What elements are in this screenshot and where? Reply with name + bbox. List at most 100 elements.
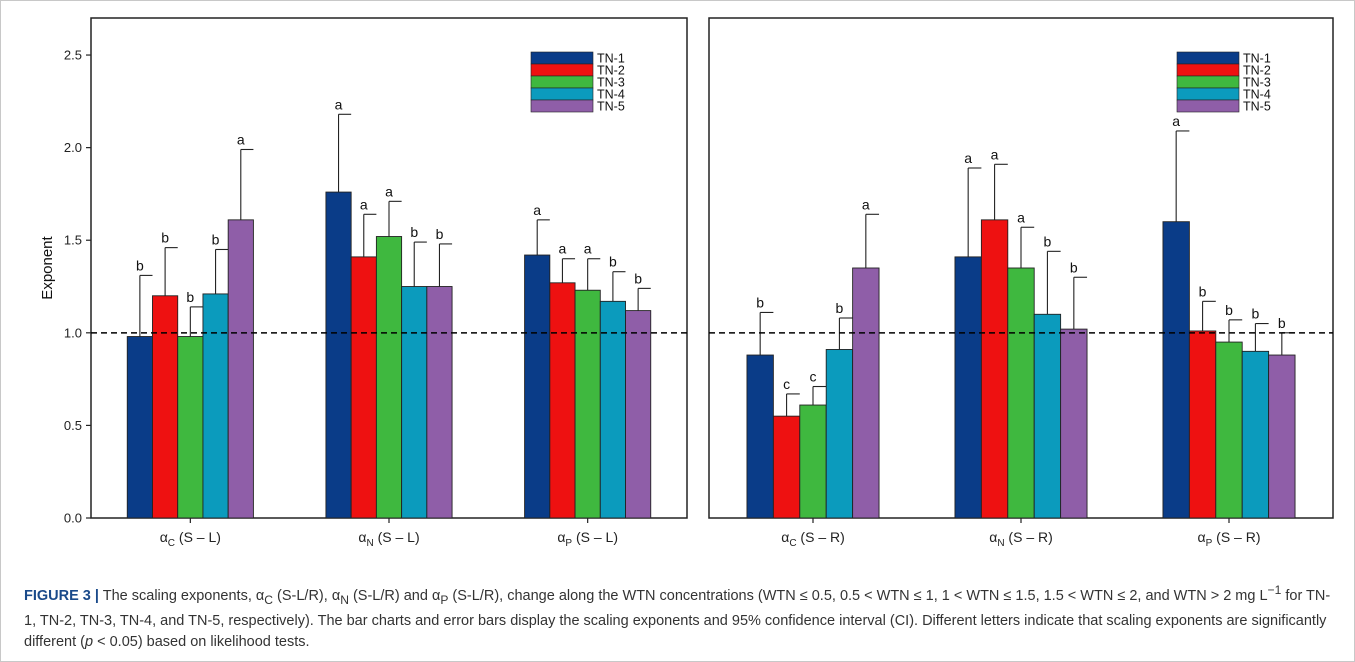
legend-label: TN-4 <box>1243 88 1271 102</box>
bar-tn-5-2 <box>1268 354 1296 519</box>
bar-tn-5-1 <box>1060 328 1088 519</box>
bar-tn-1-2 <box>1162 221 1190 519</box>
significance-letter: a <box>862 196 870 212</box>
y-tick-label: 0.0 <box>64 511 82 526</box>
significance-letter: b <box>1070 259 1078 275</box>
y-tick-label: 2.5 <box>64 48 82 63</box>
y-axis-label: Exponent <box>39 235 56 299</box>
legend-label: TN-5 <box>1243 100 1271 114</box>
x-tick-label-sub: N <box>997 538 1004 549</box>
caption-segment: (S-L/R), change along the WTN concentrat… <box>448 587 1268 604</box>
significance-letter: b <box>1252 306 1260 322</box>
x-tick-label-suffix: (S – L) <box>175 529 221 545</box>
significance-letter: b <box>1225 302 1233 318</box>
significance-letter: b <box>634 270 642 286</box>
significance-letter: a <box>385 183 393 199</box>
significance-letter: b <box>1044 233 1052 249</box>
caption-segment: (S-L/R) and α <box>348 587 441 604</box>
x-tick-label: αP (S – L) <box>557 529 618 549</box>
legend-label: TN-2 <box>1243 64 1271 78</box>
x-tick-label-suffix: (S – R) <box>1212 529 1260 545</box>
caption-segment: (S-L/R), α <box>273 587 341 604</box>
x-tick-label-sub: P <box>565 538 572 549</box>
bar-tn-2-2 <box>1188 330 1217 519</box>
bar-tn-5-0 <box>227 219 254 519</box>
significance-letter: a <box>1172 113 1180 129</box>
significance-letter: a <box>533 202 541 218</box>
significance-letter: b <box>136 257 144 273</box>
x-tick-label: αC (S – R) <box>781 529 845 549</box>
bar-tn-5-1 <box>426 286 453 519</box>
bar-tn-1-2 <box>524 254 551 519</box>
legend-label: TN-1 <box>1243 52 1271 66</box>
legend-label: TN-1 <box>597 52 625 66</box>
significance-letter: b <box>161 230 169 246</box>
caption-segment: < 0.05) based on likelihood tests. <box>93 633 310 650</box>
y-tick-label: 0.5 <box>64 418 82 433</box>
significance-letter: b <box>436 226 444 242</box>
significance-letter: a <box>237 131 245 147</box>
bar-tn-3-1 <box>1007 267 1035 519</box>
significance-letter: c <box>810 369 817 385</box>
x-tick-label-sub: C <box>168 538 175 549</box>
caption-segment: C <box>264 592 274 607</box>
x-tick-label-suffix: (S – R) <box>1005 529 1053 545</box>
x-tick-label-base: α <box>1198 529 1206 545</box>
caption-segment: P <box>440 592 449 607</box>
x-tick-label-base: α <box>160 529 168 545</box>
bar-tn-3-2 <box>1215 341 1243 519</box>
x-tick-label-base: α <box>781 529 789 545</box>
x-tick-label-suffix: (S – L) <box>572 529 618 545</box>
caption-text: The scaling exponents, αC (S-L/R), αN (S… <box>24 583 1331 650</box>
x-tick-label-suffix: (S – R) <box>797 529 845 545</box>
bar-tn-1-1 <box>954 256 982 519</box>
x-tick-label-sub: P <box>1206 538 1213 549</box>
bar-tn-4-0 <box>202 293 229 519</box>
x-tick-label-base: α <box>358 529 366 545</box>
bar-tn-2-0 <box>772 415 801 519</box>
caption-segment: The scaling exponents, α <box>98 587 265 604</box>
figure-caption: FIGURE 3 | The scaling exponents, αC (S-… <box>24 580 1334 653</box>
legend-label: TN-3 <box>1243 76 1271 90</box>
x-tick-label: αP (S – R) <box>1198 529 1261 549</box>
significance-letter: b <box>212 231 220 247</box>
bar-tn-5-2 <box>625 310 652 519</box>
x-tick-label-sub: N <box>366 538 373 549</box>
y-tick-label: 2.0 <box>64 140 82 155</box>
caption-segment: p <box>85 633 94 650</box>
significance-letter: a <box>335 96 343 112</box>
legend-label: TN-2 <box>597 64 625 78</box>
bar-tn-1-1 <box>325 191 352 519</box>
legend-label: TN-3 <box>597 76 625 90</box>
bar-tn-2-1 <box>980 219 1009 519</box>
bar-tn-4-1 <box>401 286 428 519</box>
significance-letter: a <box>584 241 592 257</box>
caption-segment: for TN-1, TN-2, TN-3, TN-4, and TN-5, re… <box>24 587 1331 650</box>
significance-letter: c <box>783 376 790 392</box>
caption-label: FIGURE 3 | <box>24 587 99 604</box>
bar-tn-4-2 <box>599 300 626 519</box>
x-tick-label-base: α <box>989 529 997 545</box>
significance-letter: b <box>186 289 194 305</box>
caption-segment: −1 <box>1267 583 1282 597</box>
legend-label: TN-4 <box>597 88 625 102</box>
y-tick-label: 1.5 <box>64 233 82 248</box>
caption-segment: N <box>340 592 349 607</box>
significance-letter: a <box>1017 209 1025 225</box>
significance-letter: a <box>964 150 972 166</box>
significance-letter: a <box>991 146 999 162</box>
x-tick-label: αC (S – L) <box>160 529 221 549</box>
significance-letter: b <box>410 224 418 240</box>
legend-label: TN-5 <box>597 100 625 114</box>
x-tick-label: αN (S – R) <box>989 529 1053 549</box>
significance-letter: b <box>1199 283 1207 299</box>
significance-letter: b <box>609 254 617 270</box>
significance-letter: b <box>1278 315 1286 331</box>
legend-swatch-tn-5 <box>530 99 594 113</box>
y-tick-label: 1.0 <box>64 325 82 340</box>
